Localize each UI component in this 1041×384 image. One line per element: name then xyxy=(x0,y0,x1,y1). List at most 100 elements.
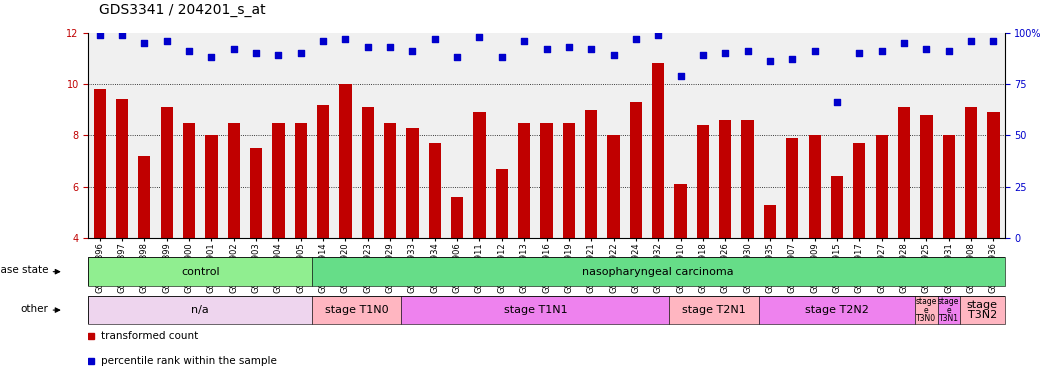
Bar xyxy=(384,122,397,238)
Point xyxy=(762,58,779,65)
Bar xyxy=(965,107,977,238)
Text: GDS3341 / 204201_s_at: GDS3341 / 204201_s_at xyxy=(99,3,265,17)
Bar xyxy=(429,143,441,238)
Bar xyxy=(630,102,642,238)
Point xyxy=(270,52,286,58)
Bar xyxy=(295,122,307,238)
Text: stage
T3N2: stage T3N2 xyxy=(967,301,997,319)
Bar xyxy=(809,136,820,238)
Point xyxy=(583,46,600,52)
Point xyxy=(493,54,510,60)
Point xyxy=(248,50,264,56)
Point xyxy=(538,46,555,52)
Point xyxy=(226,46,243,52)
Bar xyxy=(228,122,239,238)
Text: stage T1N1: stage T1N1 xyxy=(504,305,567,315)
Point xyxy=(203,54,220,60)
Point xyxy=(449,54,465,60)
Bar xyxy=(696,125,709,238)
Point xyxy=(359,44,376,50)
Text: n/a: n/a xyxy=(192,305,209,315)
Bar xyxy=(94,89,106,238)
Point xyxy=(92,31,108,38)
Text: disease state: disease state xyxy=(0,265,49,275)
Bar xyxy=(116,99,128,238)
Point xyxy=(404,48,421,54)
Bar xyxy=(451,197,463,238)
Bar xyxy=(273,122,284,238)
Bar xyxy=(652,63,664,238)
Point xyxy=(873,48,890,54)
Text: transformed count: transformed count xyxy=(102,331,199,341)
Bar xyxy=(316,104,329,238)
Bar xyxy=(875,136,888,238)
Bar xyxy=(205,136,218,238)
Point xyxy=(739,48,756,54)
Point xyxy=(181,48,198,54)
Point xyxy=(829,99,845,106)
Bar xyxy=(607,136,619,238)
Bar xyxy=(942,136,955,238)
Bar xyxy=(938,296,960,324)
Text: stage
e
T3N1: stage e T3N1 xyxy=(938,297,960,323)
Point xyxy=(382,44,399,50)
Point xyxy=(314,38,331,44)
Point xyxy=(895,40,912,46)
Bar xyxy=(474,112,486,238)
Bar xyxy=(250,148,262,238)
Text: percentile rank within the sample: percentile rank within the sample xyxy=(102,356,277,366)
Point xyxy=(672,73,689,79)
Point xyxy=(472,34,488,40)
Bar xyxy=(361,107,374,238)
Bar xyxy=(160,107,173,238)
Text: stage
e
T3N0: stage e T3N0 xyxy=(916,297,937,323)
Point xyxy=(113,31,130,38)
Bar xyxy=(406,127,418,238)
Bar xyxy=(401,296,669,324)
Point xyxy=(628,36,644,42)
Point xyxy=(293,50,309,56)
Bar xyxy=(183,122,195,238)
Bar xyxy=(312,257,1005,286)
Point xyxy=(136,40,153,46)
Bar xyxy=(675,184,687,238)
Point xyxy=(650,31,666,38)
Text: nasopharyngeal carcinoma: nasopharyngeal carcinoma xyxy=(582,266,734,277)
Bar xyxy=(312,296,401,324)
Point xyxy=(605,52,621,58)
Bar xyxy=(854,143,865,238)
Text: other: other xyxy=(21,304,49,314)
Point xyxy=(850,50,867,56)
Bar xyxy=(898,107,910,238)
Bar xyxy=(88,257,312,286)
Point xyxy=(427,36,443,42)
Bar xyxy=(764,205,777,238)
Point xyxy=(717,50,734,56)
Point xyxy=(337,36,354,42)
Text: stage T1N0: stage T1N0 xyxy=(325,305,388,315)
Text: stage T2N1: stage T2N1 xyxy=(682,305,746,315)
Text: control: control xyxy=(181,266,220,277)
Point xyxy=(158,38,175,44)
Bar xyxy=(831,177,843,238)
Bar xyxy=(88,296,312,324)
Point xyxy=(694,52,711,58)
Bar xyxy=(920,115,933,238)
Bar xyxy=(563,122,575,238)
Bar xyxy=(669,296,759,324)
Point xyxy=(516,38,533,44)
Point xyxy=(560,44,577,50)
Bar xyxy=(741,120,754,238)
Bar xyxy=(138,156,151,238)
Bar xyxy=(585,110,598,238)
Bar xyxy=(339,84,352,238)
Bar xyxy=(786,138,798,238)
Point xyxy=(807,48,823,54)
Point xyxy=(985,38,1001,44)
Point xyxy=(940,48,957,54)
Bar xyxy=(518,122,530,238)
Point xyxy=(784,56,801,63)
Bar xyxy=(719,120,732,238)
Point xyxy=(963,38,980,44)
Point xyxy=(918,46,935,52)
